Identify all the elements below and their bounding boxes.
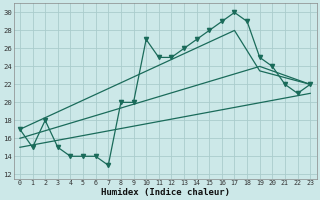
X-axis label: Humidex (Indice chaleur): Humidex (Indice chaleur) — [100, 188, 229, 197]
